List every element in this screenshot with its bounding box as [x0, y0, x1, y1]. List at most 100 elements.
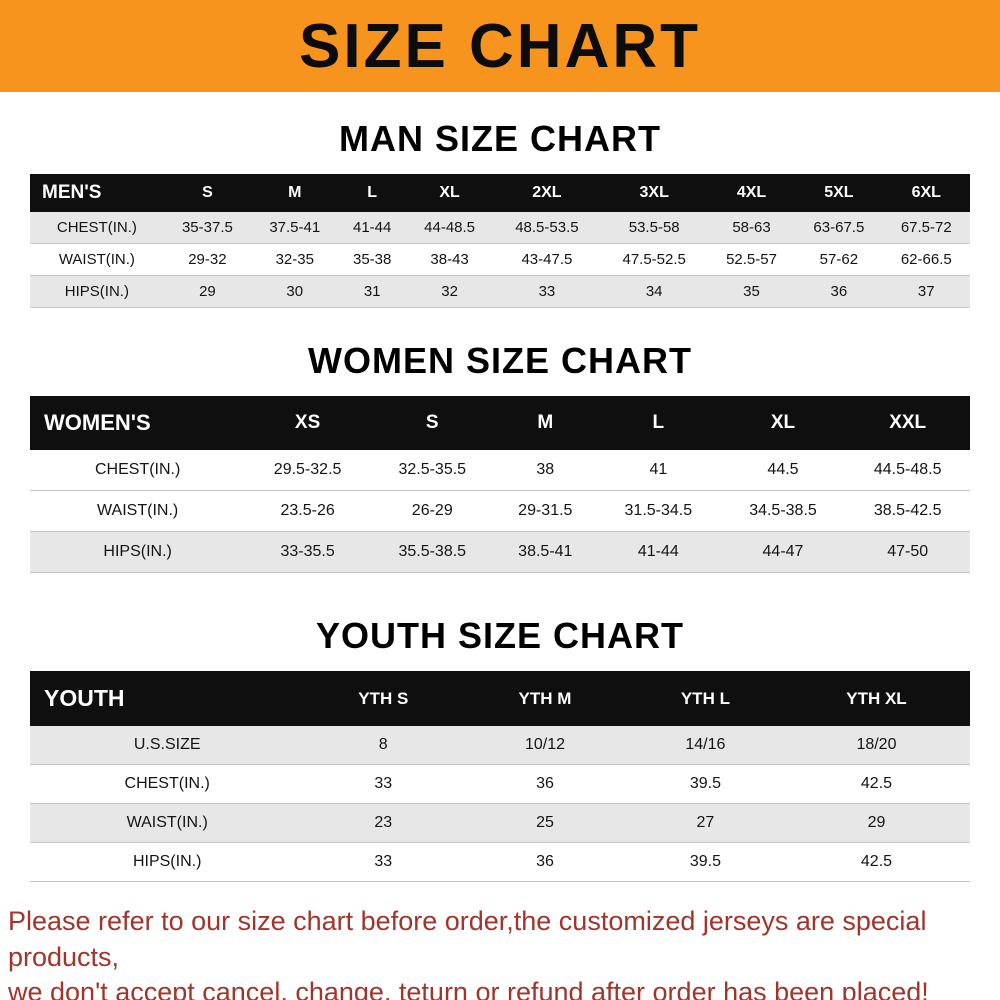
- youth-size-chart-heading: YOUTH SIZE CHART: [315, 615, 684, 656]
- row-label: CHEST(IN.): [30, 212, 164, 244]
- size-value-cell: 63-67.5: [795, 212, 883, 244]
- size-value-cell: 41-44: [338, 212, 406, 244]
- size-value-cell: 44.5: [720, 450, 846, 491]
- table-row: CHEST(IN.) 35-37.5 37.5-41 41-44 44-48.5 48.5…: [30, 212, 970, 244]
- charts-content: MAN SIZE CHART MEN'S S M L XL 2XL 3XL 4XL 5XL 6XL…: [0, 118, 1000, 882]
- table-row: HIPS(IN.) 33 36 39.5 42.5: [30, 842, 970, 882]
- size-column-header: YTH L: [627, 671, 783, 726]
- size-column-header: M: [494, 396, 597, 450]
- size-value-cell: 23: [304, 803, 463, 843]
- table-row: CHEST(IN.) 29.5-32.5 32.5-35.5 38 41 44.5 44.5…: [30, 450, 970, 491]
- size-value-cell: 32: [405, 275, 494, 308]
- size-value-cell: 44.5-48.5: [845, 450, 970, 491]
- man-size-chart-section: MAN SIZE CHART MEN'S S M L XL 2XL 3XL 4XL 5XL 6XL…: [30, 118, 970, 308]
- size-value-cell: 14/16: [627, 726, 783, 765]
- table-row: WAIST(IN.) 23.5-26 26-29 29-31.5 31.5-34.5 34…: [30, 490, 970, 532]
- size-column-header: XS: [245, 396, 370, 450]
- size-value-cell: 53.5-58: [600, 212, 708, 244]
- size-value-cell: 33: [493, 275, 601, 308]
- table-title-cell: WOMEN'S: [30, 396, 246, 450]
- size-value-cell: 42.5: [782, 764, 970, 804]
- banner-title: SIZE CHART: [299, 11, 701, 81]
- size-value-cell: 29: [163, 275, 252, 308]
- table-row: WAIST(IN.) 23 25 27 29: [30, 803, 970, 843]
- size-column-header: XL: [720, 396, 846, 450]
- womens-size-table: WOMEN'S XS S M L XL XXL CHEST(IN.) 29.5-32.5 32.5…: [30, 396, 970, 573]
- row-label: HIPS(IN.): [30, 275, 164, 308]
- row-label: WAIST(IN.): [30, 490, 246, 532]
- size-value-cell: 38.5-41: [494, 531, 597, 573]
- size-value-cell: 57-62: [795, 243, 883, 276]
- size-value-cell: 41-44: [596, 531, 721, 573]
- size-value-cell: 18/20: [782, 726, 970, 765]
- size-value-cell: 47-50: [845, 531, 970, 573]
- footer-line-1: Please refer to our size chart before or…: [8, 906, 927, 972]
- size-column-header: S: [163, 174, 252, 212]
- table-row: HIPS(IN.) 29 30 31 32 33 34 35 36 37: [30, 275, 970, 308]
- size-column-header: 2XL: [493, 174, 601, 212]
- row-label: HIPS(IN.): [30, 531, 246, 573]
- size-column-header: XL: [405, 174, 494, 212]
- size-value-cell: 29: [782, 803, 970, 843]
- size-chart-banner: SIZE CHART: [0, 0, 1000, 92]
- size-value-cell: 35: [707, 275, 796, 308]
- size-value-cell: 30: [251, 275, 339, 308]
- size-column-header: YTH XL: [782, 671, 970, 726]
- size-value-cell: 31: [338, 275, 406, 308]
- size-value-cell: 41: [596, 450, 721, 491]
- size-value-cell: 31.5-34.5: [596, 490, 721, 532]
- size-value-cell: 44-48.5: [405, 212, 494, 244]
- youth-size-table: YOUTH YTH S YTH M YTH L YTH XL U.S.SIZE 8 10/12…: [30, 671, 970, 882]
- size-value-cell: 52.5-57: [707, 243, 796, 276]
- size-value-cell: 47.5-52.5: [600, 243, 708, 276]
- size-value-cell: 35.5-38.5: [369, 531, 495, 573]
- table-header-row: MEN'S S M L XL 2XL 3XL 4XL 5XL 6XL: [30, 174, 970, 212]
- size-column-header: 5XL: [795, 174, 883, 212]
- youth-size-chart-section: YOUTH SIZE CHART YOUTH YTH S YTH M YTH L YTH…: [30, 615, 970, 882]
- size-value-cell: 25: [462, 803, 628, 843]
- size-value-cell: 27: [627, 803, 783, 843]
- size-value-cell: 58-63: [707, 212, 796, 244]
- row-label: WAIST(IN.): [30, 803, 305, 843]
- size-value-cell: 34.5-38.5: [720, 490, 846, 532]
- size-value-cell: 33-35.5: [245, 531, 370, 573]
- size-value-cell: 39.5: [627, 764, 783, 804]
- size-value-cell: 33: [304, 764, 463, 804]
- table-header-row: YOUTH YTH S YTH M YTH L YTH XL: [30, 671, 970, 726]
- size-value-cell: 38-43: [405, 243, 494, 276]
- footer-line-2: we don't accept cancel, change, teturn o…: [8, 977, 929, 1000]
- footer-note: Please refer to our size chart before or…: [0, 904, 1000, 1000]
- size-column-header: 6XL: [882, 174, 970, 212]
- row-label: HIPS(IN.): [30, 842, 305, 882]
- row-label: U.S.SIZE: [30, 726, 305, 765]
- size-column-header: L: [596, 396, 721, 450]
- table-row: CHEST(IN.) 33 36 39.5 42.5: [30, 764, 970, 804]
- size-column-header: L: [338, 174, 406, 212]
- row-label: CHEST(IN.): [30, 764, 305, 804]
- size-value-cell: 34: [600, 275, 708, 308]
- size-value-cell: 37: [882, 275, 970, 308]
- table-row: HIPS(IN.) 33-35.5 35.5-38.5 38.5-41 41-44 44-…: [30, 531, 970, 573]
- size-column-header: M: [251, 174, 339, 212]
- size-value-cell: 23.5-26: [245, 490, 370, 532]
- table-row: U.S.SIZE 8 10/12 14/16 18/20: [30, 726, 970, 765]
- size-value-cell: 38.5-42.5: [845, 490, 970, 532]
- size-column-header: 3XL: [600, 174, 708, 212]
- table-header-row: WOMEN'S XS S M L XL XXL: [30, 396, 970, 450]
- size-value-cell: 33: [304, 842, 463, 882]
- size-value-cell: 36: [462, 842, 628, 882]
- women-size-chart-section: WOMEN SIZE CHART WOMEN'S XS S M L XL XXL CHEST(…: [30, 340, 970, 573]
- size-value-cell: 8: [304, 726, 463, 765]
- size-value-cell: 42.5: [782, 842, 970, 882]
- size-value-cell: 43-47.5: [493, 243, 601, 276]
- size-value-cell: 29-32: [163, 243, 252, 276]
- size-value-cell: 38: [494, 450, 597, 491]
- size-value-cell: 26-29: [369, 490, 495, 532]
- size-column-header: S: [369, 396, 495, 450]
- size-value-cell: 67.5-72: [882, 212, 970, 244]
- size-value-cell: 29.5-32.5: [245, 450, 370, 491]
- size-value-cell: 36: [795, 275, 883, 308]
- size-column-header: 4XL: [707, 174, 796, 212]
- size-value-cell: 62-66.5: [882, 243, 970, 276]
- man-size-chart-heading: MAN SIZE CHART: [339, 118, 661, 159]
